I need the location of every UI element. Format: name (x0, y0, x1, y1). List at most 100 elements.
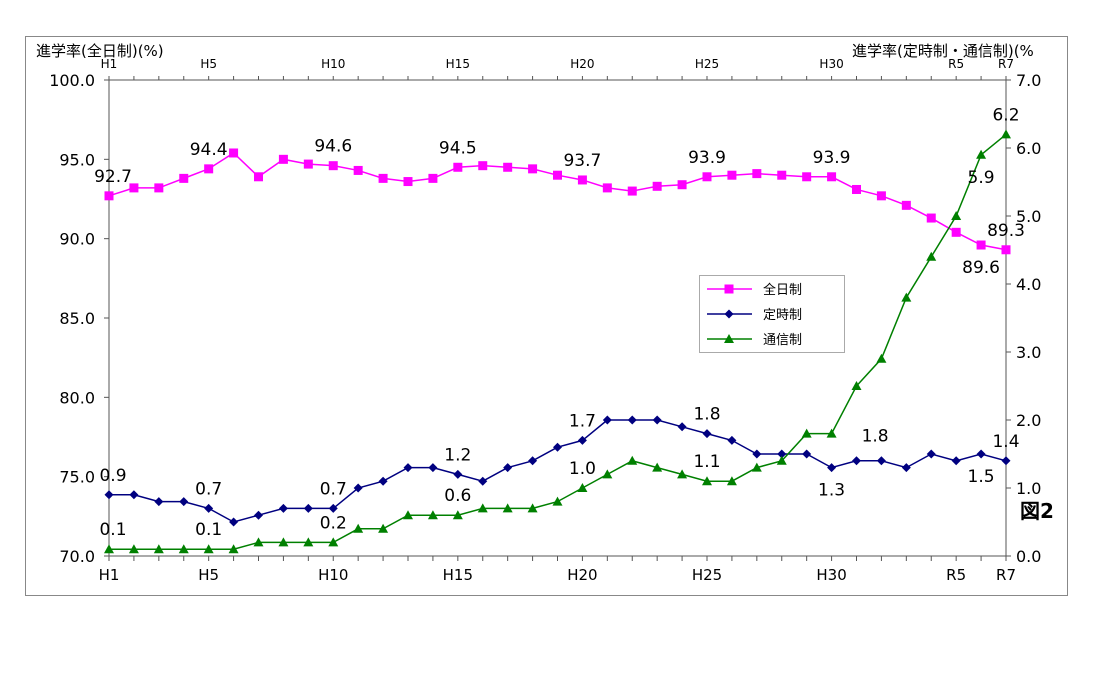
data-point (1001, 456, 1011, 466)
data-point (254, 510, 263, 520)
data-point (577, 175, 587, 185)
data-point (478, 161, 488, 171)
data-point (278, 537, 289, 547)
top-tick-label: H5 (200, 57, 217, 71)
legend-item: 全日制 (707, 282, 802, 298)
data-point (502, 503, 513, 513)
data-label: 89.6 (962, 258, 1000, 278)
legend-item: 定時制 (707, 308, 802, 323)
data-label: 89.3 (987, 221, 1025, 241)
data-point (129, 183, 139, 193)
data-point (553, 170, 562, 180)
data-label: 93.7 (563, 151, 601, 171)
right-tick-label: 2.0 (1016, 411, 1041, 430)
data-point (976, 449, 986, 459)
data-point (278, 154, 288, 164)
left-tick-label: 100.0 (49, 71, 95, 90)
data-point (104, 544, 114, 554)
data-point (104, 191, 114, 201)
top-tick-label: R5 (948, 57, 964, 71)
data-point (951, 211, 962, 220)
data-point (752, 169, 762, 179)
data-point (677, 422, 687, 432)
series-1 (104, 148, 1011, 255)
data-point (727, 435, 737, 445)
data-point (876, 456, 886, 466)
top-tick-label: H30 (819, 57, 843, 71)
left-tick-label: 85.0 (59, 309, 95, 328)
data-point (951, 456, 961, 466)
data-point (702, 172, 712, 182)
legend-marker (724, 309, 734, 319)
data-label: 1.4 (992, 432, 1019, 452)
data-label: 1.2 (444, 445, 471, 465)
data-point (752, 449, 762, 459)
data-point (1001, 245, 1011, 255)
data-point (527, 503, 538, 513)
right-tick-label: 3.0 (1016, 343, 1041, 362)
data-label: 94.6 (314, 137, 352, 157)
data-point (477, 503, 488, 513)
data-point (827, 463, 837, 473)
data-point (204, 503, 214, 513)
data-point (827, 172, 837, 182)
data-point (478, 476, 488, 486)
data-label: 93.9 (813, 148, 851, 168)
axes: 70.0 75.0 80.0 85.0 90.0 95.0 100.0 0.0 1.0 2.0 3.… (49, 57, 1041, 584)
data-label: 0.7 (195, 479, 222, 499)
data-point (353, 165, 363, 175)
data-label: 1.5 (968, 467, 995, 487)
right-tick-label: 0.0 (1016, 547, 1041, 566)
data-label: 0.1 (99, 520, 126, 540)
data-point (1001, 129, 1011, 139)
data-point (751, 462, 762, 472)
data-point (328, 537, 339, 547)
data-label: 1.8 (693, 405, 720, 425)
data-label: 1.0 (569, 459, 596, 479)
data-point (926, 251, 937, 261)
data-point (154, 183, 164, 193)
data-point (178, 544, 189, 554)
data-point (128, 544, 139, 554)
legend-label: 通信制 (763, 333, 802, 348)
data-label: 94.5 (439, 138, 477, 158)
data-point (627, 455, 638, 465)
data-point (104, 490, 114, 500)
data-point (378, 173, 388, 183)
data-point (976, 149, 987, 159)
data-point (278, 503, 288, 513)
left-tick-label: 70.0 (59, 547, 95, 566)
data-point (901, 292, 912, 302)
data-point (179, 173, 189, 183)
data-label: 1.8 (862, 427, 889, 447)
bottom-tick-label: H5 (198, 566, 219, 584)
bottom-tick-label: H30 (816, 566, 846, 584)
data-point (876, 191, 886, 201)
data-label: 5.9 (968, 168, 995, 188)
top-tick-label: H10 (321, 57, 345, 71)
top-tick-label: H20 (570, 57, 594, 71)
data-point (577, 435, 587, 445)
bottom-tick-label: R7 (996, 566, 1016, 584)
left-tick-label: 90.0 (59, 230, 95, 249)
right-tick-label: 1.0 (1016, 479, 1041, 498)
left-axis-title: 進学率(全日制)(%) (36, 42, 164, 60)
data-point (378, 476, 388, 486)
data-point (503, 162, 513, 172)
data-point (777, 170, 787, 180)
top-tick-label: R7 (998, 57, 1014, 71)
top-tick-label: H25 (695, 57, 719, 71)
data-point (976, 240, 986, 250)
right-tick-label: 4.0 (1016, 275, 1041, 294)
data-point (776, 455, 787, 465)
data-point (602, 183, 612, 193)
data-point (129, 490, 139, 500)
legend-marker (724, 334, 734, 343)
data-point (203, 544, 214, 554)
data-point (328, 161, 338, 171)
right-tick-label: 7.0 (1016, 71, 1041, 90)
data-point (901, 200, 911, 210)
bottom-tick-label: H25 (692, 566, 722, 584)
